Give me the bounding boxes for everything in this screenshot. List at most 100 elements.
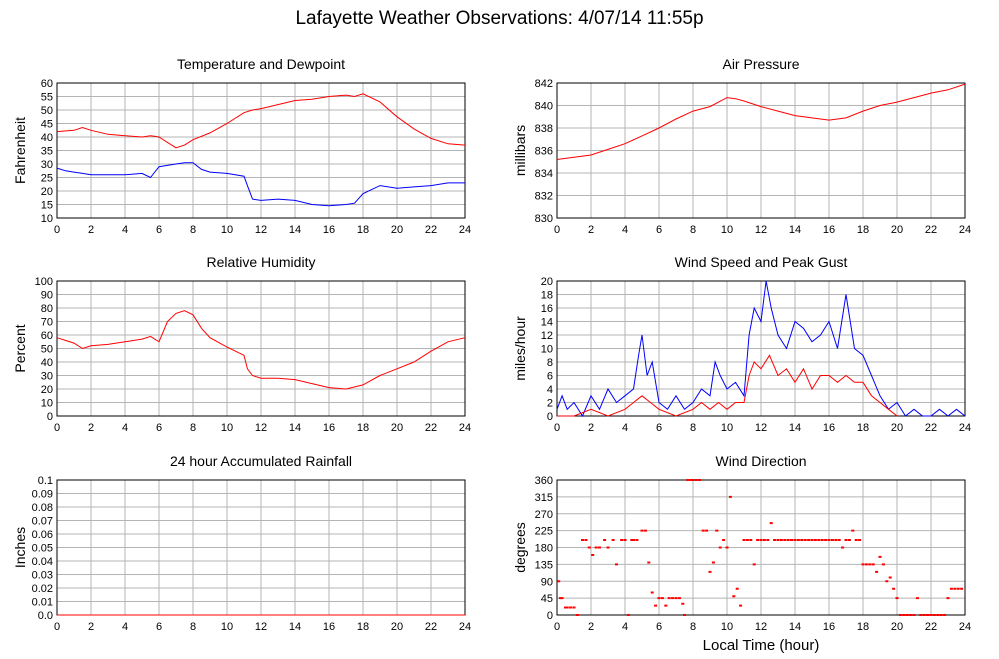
data-point	[657, 597, 661, 600]
x-tick-label: 10	[221, 224, 233, 236]
data-point	[752, 563, 756, 566]
x-tick-label: 18	[857, 621, 869, 633]
x-tick-label: 4	[622, 621, 628, 633]
data-point	[598, 546, 601, 549]
data-point	[796, 539, 800, 541]
data-point	[694, 479, 698, 481]
data-point	[932, 614, 936, 616]
data-point	[902, 614, 906, 616]
data-point	[783, 539, 787, 541]
data-point	[701, 529, 705, 532]
x-tick-label: 12	[255, 224, 267, 236]
x-tick-label: 16	[323, 224, 335, 236]
x-tick-label: 4	[122, 621, 128, 633]
y-tick-label: 10	[41, 213, 53, 225]
series-line	[56, 310, 466, 390]
x-tick-label: 22	[925, 224, 937, 236]
x-tick-label: 22	[425, 621, 437, 633]
data-point	[888, 576, 892, 579]
chart-title: Relative Humidity	[207, 254, 316, 270]
data-point	[739, 604, 743, 607]
y-tick-label: 40	[41, 132, 53, 144]
x-tick-label: 4	[122, 422, 128, 434]
data-point	[558, 597, 562, 600]
y-tick-label: 315	[535, 492, 553, 504]
data-point	[922, 614, 926, 616]
x-tick-label: 20	[391, 224, 403, 236]
y-tick-label: 0.1	[38, 475, 53, 487]
x-tick-label: 14	[789, 224, 801, 236]
data-point	[864, 563, 868, 566]
data-point	[606, 546, 610, 549]
data-point	[691, 479, 695, 481]
data-point	[912, 614, 916, 616]
data-point	[800, 539, 804, 541]
y-tick-label: 0.01	[32, 597, 53, 609]
y-tick-label: 830	[535, 213, 553, 225]
series-line	[557, 354, 898, 417]
plot-frame	[556, 479, 966, 616]
data-point	[854, 539, 858, 541]
x-tick-label: 6	[656, 224, 662, 236]
chart-panel: 24 hour Accumulated RainfallInches0.00.0…	[12, 453, 471, 633]
data-point	[728, 495, 732, 498]
data-point	[591, 554, 595, 556]
data-point	[895, 597, 899, 600]
data-point	[892, 587, 896, 590]
series-line	[56, 93, 466, 149]
data-point	[674, 597, 678, 600]
y-tick-label: 12	[541, 330, 553, 342]
data-point	[664, 604, 668, 607]
plot-frame	[56, 82, 466, 219]
data-point	[686, 479, 690, 481]
data-point	[581, 539, 584, 541]
plot-frame	[56, 280, 466, 417]
data-point	[623, 539, 627, 541]
data-point	[953, 587, 957, 590]
data-point	[732, 595, 736, 598]
x-tick-label: 20	[891, 224, 903, 236]
y-tick-label: 836	[535, 146, 553, 158]
y-tick-label: 0	[547, 610, 553, 622]
data-point	[813, 539, 817, 541]
data-point	[881, 563, 885, 566]
x-tick-label: 2	[88, 422, 94, 434]
y-tick-label: 834	[535, 168, 553, 180]
x-tick-label: 14	[289, 621, 301, 633]
chart-panel: Wind Speed and Peak Gustmiles/hour024681…	[512, 254, 971, 434]
x-tick-label: 8	[690, 224, 696, 236]
data-point	[643, 529, 647, 532]
y-tick-label: 4	[547, 384, 553, 396]
y-tick-label: 80	[41, 303, 53, 315]
chart-panel: Wind Directiondegrees0459013518022527031…	[512, 453, 971, 633]
y-tick-label: 2	[547, 398, 553, 410]
data-point	[584, 539, 588, 541]
data-point	[939, 614, 943, 616]
data-point	[708, 570, 712, 573]
data-point	[844, 539, 848, 541]
x-tick-label: 12	[755, 621, 767, 633]
data-point	[620, 539, 624, 541]
data-point	[722, 539, 726, 541]
x-tick-label: 14	[289, 224, 301, 236]
y-tick-label: 55	[41, 92, 53, 104]
chart-panel: Temperature and DewpointFahrenheit101520…	[12, 56, 471, 236]
x-tick-label: 8	[690, 422, 696, 434]
data-point	[683, 614, 686, 616]
y-tick-label: 100	[35, 276, 53, 288]
data-point	[564, 606, 567, 609]
data-point	[960, 587, 964, 590]
y-tick-label: 0.06	[32, 529, 53, 541]
x-tick-label: 2	[588, 621, 594, 633]
data-point	[756, 539, 760, 541]
x-tick-label: 12	[255, 422, 267, 434]
data-point	[594, 546, 598, 549]
data-point	[810, 539, 814, 541]
x-tick-label: 2	[88, 224, 94, 236]
data-point	[837, 539, 841, 541]
data-point	[769, 522, 773, 525]
data-point	[557, 580, 561, 583]
data-point	[749, 539, 753, 541]
data-point	[841, 546, 845, 549]
y-tick-label: 0.05	[32, 543, 53, 555]
